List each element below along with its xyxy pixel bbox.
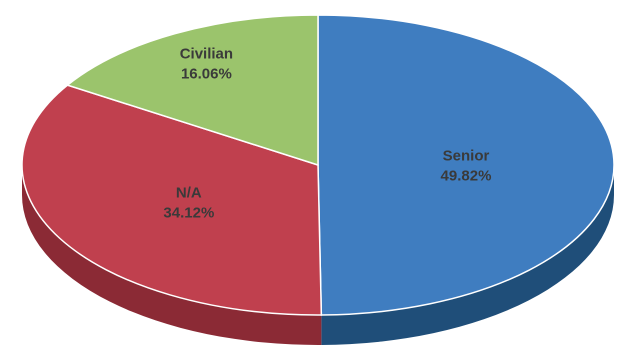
pie-side-n-a [22, 165, 322, 345]
pie-label-n-a: N/A [176, 185, 202, 202]
pie-value-senior: 49.82% [441, 168, 492, 185]
pie-slice-senior [317, 14, 615, 316]
pie-slice-civilian [65, 14, 319, 167]
pie-labels: Senior 49.82% N/A 34.12% Civilian 16.06% [163, 46, 491, 222]
pie-label-senior: Senior [443, 148, 490, 165]
pie-top-faces [21, 14, 615, 316]
pie-value-civilian: 16.06% [181, 66, 232, 83]
pie-label-civilian: Civilian [180, 46, 233, 63]
pie-value-n-a: 34.12% [163, 205, 214, 222]
